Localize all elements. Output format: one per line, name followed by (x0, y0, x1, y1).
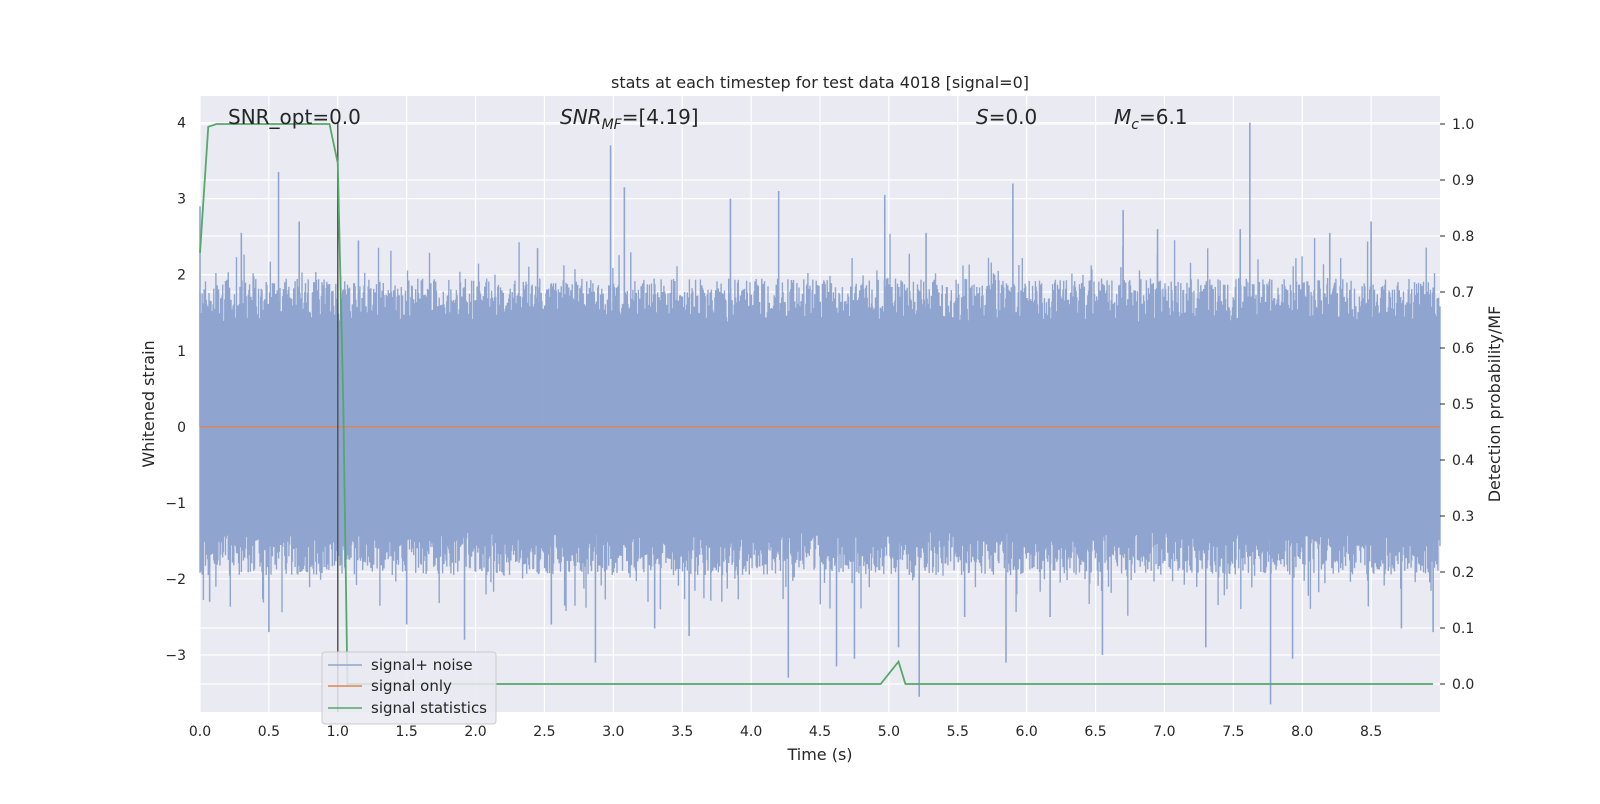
y-tick-label: 4 (177, 116, 186, 132)
x-tick-label: 3.0 (602, 724, 624, 740)
legend-label-signal: signal only (371, 677, 452, 695)
legend-box (321, 651, 497, 725)
annotation-mc: Mc=6.1 (1114, 105, 1188, 133)
legend-label-noise: signal+ noise (371, 656, 473, 674)
y-tick-label: −3 (165, 648, 186, 664)
x-axis-ticks: 0.0 0.5 1.0 1.5 2.0 2.5 3.0 3.5 4.0 4.5 5.0 5.5 6.0 6… (189, 724, 1382, 740)
annotation-snr-mf: SNRMF=[4.19] (560, 105, 699, 133)
x-tick-label: 5.5 (947, 724, 969, 740)
x-tick-label: 5.0 (878, 724, 900, 740)
y-tick-label: 2 (177, 268, 186, 284)
x-tick-label: 6.5 (1084, 724, 1106, 740)
line-series (199, 122, 1440, 712)
legend: signal+ noise signal only signal statist… (321, 651, 497, 725)
annotation-s: S=0.0 (976, 105, 1037, 129)
annotation-snr-opt: SNR_opt=0.0 (228, 105, 361, 129)
x-tick-label: 1.5 (396, 724, 418, 740)
y2-axis-ticks: 1.0 0.9 0.8 0.7 0.6 0.5 0.4 0.3 0.2 0.1 0.0 (1440, 117, 1474, 693)
y2-tick-label: 0.5 (1452, 397, 1474, 413)
x-axis-label: Time (s) (786, 745, 852, 764)
annotation-s-value: =0.0 (989, 105, 1038, 129)
annotation-snr-mf-value: =[4.19] (622, 105, 699, 129)
x-tick-label: 7.5 (1222, 724, 1244, 740)
y2-tick-label: 0.8 (1452, 229, 1474, 245)
y-axis-label: Whitened strain (139, 340, 158, 467)
y2-axis-label: Detection probability/MF (1485, 306, 1504, 503)
y2-tick-label: 0.1 (1452, 621, 1474, 637)
x-tick-label: 3.5 (671, 724, 693, 740)
x-tick-label: 2.0 (464, 724, 486, 740)
x-tick-label: 6.0 (1016, 724, 1038, 740)
chart-title: stats at each timestep for test data 401… (611, 73, 1029, 92)
y2-tick-label: 0.4 (1452, 453, 1474, 469)
annotation-mc-sub: c (1131, 117, 1139, 133)
y2-tick-label: 0.2 (1452, 565, 1474, 581)
y-tick-label: 3 (177, 192, 186, 208)
noise-series (199, 122, 1441, 705)
x-tick-label: 8.0 (1291, 724, 1313, 740)
signal-statistics-line (199, 123, 1434, 685)
x-tick-label: 4.5 (809, 724, 831, 740)
y2-tick-label: 0.6 (1452, 341, 1474, 357)
x-tick-label: 0.5 (258, 724, 280, 740)
y-tick-label: 1 (177, 344, 186, 360)
x-tick-label: 1.0 (327, 724, 349, 740)
y2-tick-label: 0.7 (1452, 285, 1474, 301)
x-tick-label: 4.0 (740, 724, 762, 740)
annotation-mc-main: M (1114, 105, 1131, 129)
annotation-snr-mf-sub: MF (602, 117, 623, 133)
y2-tick-label: 0.9 (1452, 173, 1474, 189)
x-tick-label: 2.5 (533, 724, 555, 740)
x-tick-label: 0.0 (189, 724, 211, 740)
annotation-s-var: S (976, 105, 989, 129)
annotation-mc-value: =6.1 (1139, 105, 1188, 129)
y2-tick-label: 0.3 (1452, 509, 1474, 525)
y2-tick-label: 1.0 (1452, 117, 1474, 133)
y-axis-ticks: 4 3 2 1 0 −1 −2 −3 (165, 116, 186, 664)
y-tick-label: −2 (165, 572, 186, 588)
y2-tick-label: 0.0 (1452, 677, 1474, 693)
y-tick-label: −1 (165, 496, 186, 512)
legend-label-statistics: signal statistics (371, 699, 487, 717)
x-tick-label: 7.0 (1153, 724, 1175, 740)
y-tick-label: 0 (177, 420, 186, 436)
annotation-snr-mf-main: SNR (560, 105, 602, 129)
x-tick-label: 8.5 (1360, 724, 1382, 740)
